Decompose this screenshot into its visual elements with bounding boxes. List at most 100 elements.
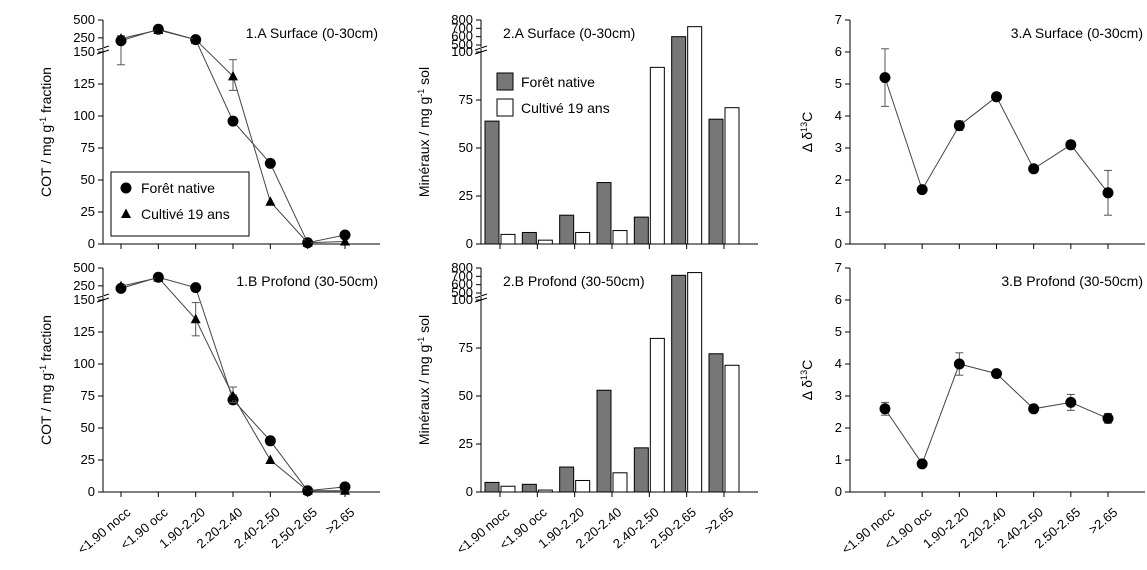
- y-tick-label: 150: [73, 292, 95, 307]
- data-point-circle: [227, 115, 239, 127]
- axis-break-mark: [96, 293, 110, 299]
- y-axis-label-sup: 13: [799, 122, 809, 132]
- bar: [724, 107, 740, 245]
- y-tick-label: 5: [835, 76, 842, 91]
- y-axis-label: COT / mg g-1 fraction: [38, 67, 54, 197]
- bar: [484, 481, 500, 493]
- y-tick-label: 500: [73, 12, 95, 27]
- y-tick-label: 100: [451, 44, 473, 59]
- y-tick-label: 25: [81, 204, 95, 219]
- bar: [500, 485, 516, 493]
- bar: [537, 239, 553, 245]
- data-point-triangle: [340, 235, 350, 246]
- y-tick-label: 5: [835, 324, 842, 339]
- y-axis-label-tail: fraction: [38, 315, 54, 365]
- y-tick-label: 600: [451, 29, 473, 44]
- y-tick-label: 125: [73, 76, 95, 91]
- data-point-circle: [1102, 412, 1114, 424]
- y-axis-label: Minéraux / mg g-1 sol: [416, 315, 432, 445]
- bar: [537, 489, 553, 493]
- y-axis-label-sup: -1: [38, 117, 48, 125]
- y-tick-label: 3: [835, 140, 842, 155]
- series-line: [120, 277, 345, 492]
- data-point-circle: [991, 368, 1002, 380]
- legend-label: Forêt native: [141, 180, 215, 196]
- data-point-circle: [953, 358, 965, 370]
- data-point-triangle: [302, 485, 313, 495]
- data-point-triangle: [228, 390, 238, 400]
- y-tick-label: 7: [835, 12, 842, 27]
- y-axis-label-tail: sol: [416, 67, 432, 89]
- y-tick-label: 6: [835, 44, 842, 59]
- y-axis-label-main: Δ δ: [799, 132, 815, 152]
- axis-break-mark: [474, 293, 488, 299]
- legend-swatch: [496, 98, 514, 117]
- y-tick-label: 100: [73, 108, 95, 123]
- data-point-triangle: [121, 208, 131, 218]
- y-tick-label: 25: [459, 436, 473, 451]
- y-tick-label: 6: [835, 292, 842, 307]
- data-point-circle: [916, 184, 928, 196]
- bar: [687, 272, 703, 493]
- y-tick-label: 50: [81, 420, 95, 435]
- y-tick-label: 0: [466, 484, 473, 499]
- y-axis-label-tail: fraction: [38, 67, 54, 117]
- y-axis-label-main: Minéraux / mg g: [416, 97, 432, 197]
- y-tick-label: 100: [451, 292, 473, 307]
- y-axis-label-tail: C: [799, 112, 815, 122]
- bar: [596, 182, 612, 245]
- y-tick-label: 50: [459, 140, 473, 155]
- data-point-triangle: [340, 485, 350, 495]
- y-tick-label: 0: [88, 236, 95, 251]
- bar: [484, 120, 500, 245]
- data-point-circle: [953, 120, 965, 132]
- y-tick-label: 1: [835, 452, 842, 467]
- axis-break-mark: [96, 45, 110, 51]
- y-axis-label: Δ δ13C: [799, 360, 815, 400]
- y-tick-label: 500: [73, 260, 95, 275]
- data-point-triangle: [228, 70, 238, 81]
- x-tick-label: >2.65: [702, 504, 737, 537]
- data-point-triangle: [302, 237, 313, 247]
- y-tick-label: 75: [459, 92, 473, 107]
- y-tick-label: 0: [835, 484, 842, 499]
- bar: [612, 230, 628, 245]
- y-tick-label: 3: [835, 388, 842, 403]
- legend-box: [110, 171, 250, 237]
- bar: [671, 36, 687, 245]
- bar: [687, 26, 703, 245]
- bar: [596, 389, 612, 493]
- data-point-circle: [1028, 403, 1040, 415]
- y-axis-label-tail: C: [799, 360, 815, 370]
- y-tick-label: 25: [459, 188, 473, 203]
- y-axis-label-sup: -1: [416, 337, 426, 345]
- legend-label: Cultivé 19 ans: [141, 206, 230, 222]
- y-tick-label: 600: [451, 277, 473, 292]
- y-tick-label: 0: [835, 236, 842, 251]
- y-tick-label: 250: [73, 30, 95, 45]
- y-tick-label: 4: [835, 356, 842, 371]
- y-axis-label-main: COT / mg g: [38, 373, 54, 445]
- panel-title: 2.B Profond (30-50cm): [503, 273, 645, 289]
- bar: [708, 353, 724, 493]
- series-line: [120, 276, 346, 492]
- y-tick-label: 7: [835, 260, 842, 275]
- y-tick-label: 0: [88, 484, 95, 499]
- y-tick-label: 100: [73, 356, 95, 371]
- data-point-circle: [879, 403, 891, 415]
- y-axis-label-main: COT / mg g: [38, 125, 54, 197]
- axis-break-mark: [474, 45, 488, 51]
- bar: [559, 214, 575, 245]
- y-tick-label: 50: [459, 388, 473, 403]
- data-point-triangle: [190, 34, 201, 44]
- bar: [521, 483, 537, 493]
- data-point-circle: [264, 157, 276, 169]
- y-tick-label: 75: [459, 340, 473, 355]
- y-tick-label: 250: [73, 278, 95, 293]
- data-point-circle: [1102, 187, 1114, 199]
- data-point-circle: [264, 435, 276, 447]
- bar: [612, 472, 628, 493]
